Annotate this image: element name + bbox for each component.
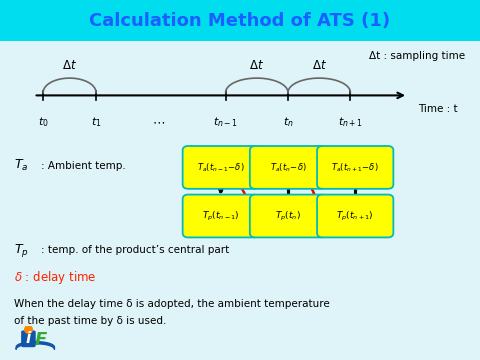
Text: When the delay time δ is adopted, the ambient temperature: When the delay time δ is adopted, the am… — [14, 299, 330, 309]
Text: $T_p(t_{n-1})$: $T_p(t_{n-1})$ — [202, 210, 240, 222]
Text: $T_a(t_{n+1}\!-\!\delta)$: $T_a(t_{n+1}\!-\!\delta)$ — [331, 161, 379, 174]
Bar — [0, 0, 480, 41]
FancyBboxPatch shape — [250, 146, 326, 189]
Text: $\Delta t$: $\Delta t$ — [249, 59, 264, 72]
FancyBboxPatch shape — [182, 194, 259, 238]
Text: $T_p(t_{n+1})$: $T_p(t_{n+1})$ — [336, 210, 374, 222]
Text: $t_{n+1}$: $t_{n+1}$ — [338, 115, 363, 129]
FancyBboxPatch shape — [317, 194, 394, 238]
Text: $t_{n-1}$: $t_{n-1}$ — [213, 115, 238, 129]
Text: $\Delta t$: $\Delta t$ — [312, 59, 327, 72]
Text: $T_p(t_n)$: $T_p(t_n)$ — [275, 210, 301, 222]
FancyBboxPatch shape — [250, 194, 326, 238]
FancyBboxPatch shape — [317, 146, 394, 189]
Text: F: F — [34, 332, 47, 350]
FancyBboxPatch shape — [21, 330, 36, 347]
Text: $T_a(t_n\!-\!\delta)$: $T_a(t_n\!-\!\delta)$ — [270, 161, 306, 174]
Text: $\Delta t$: $\Delta t$ — [62, 59, 77, 72]
Text: : temp. of the product’s central part: : temp. of the product’s central part — [41, 245, 229, 255]
Text: Calculation Method of ATS (1): Calculation Method of ATS (1) — [89, 12, 391, 30]
Text: : Ambient temp.: : Ambient temp. — [41, 161, 126, 171]
Text: of the past time by δ is used.: of the past time by δ is used. — [14, 316, 167, 326]
Text: i: i — [26, 332, 31, 346]
FancyBboxPatch shape — [182, 146, 259, 189]
Text: $t_0$: $t_0$ — [38, 115, 48, 129]
Text: Time : t: Time : t — [418, 104, 457, 114]
Text: $T_a$: $T_a$ — [14, 158, 29, 173]
Text: $t_1$: $t_1$ — [91, 115, 101, 129]
Text: $T_a(t_{n-1}\!-\!\delta)$: $T_a(t_{n-1}\!-\!\delta)$ — [197, 161, 245, 174]
Text: $t_n$: $t_n$ — [283, 115, 293, 129]
Text: $\delta$ : delay time: $\delta$ : delay time — [14, 269, 97, 287]
Text: $T_p$: $T_p$ — [14, 242, 29, 259]
Text: Δt : sampling time: Δt : sampling time — [370, 51, 466, 61]
Text: $\cdots$: $\cdots$ — [152, 115, 165, 128]
